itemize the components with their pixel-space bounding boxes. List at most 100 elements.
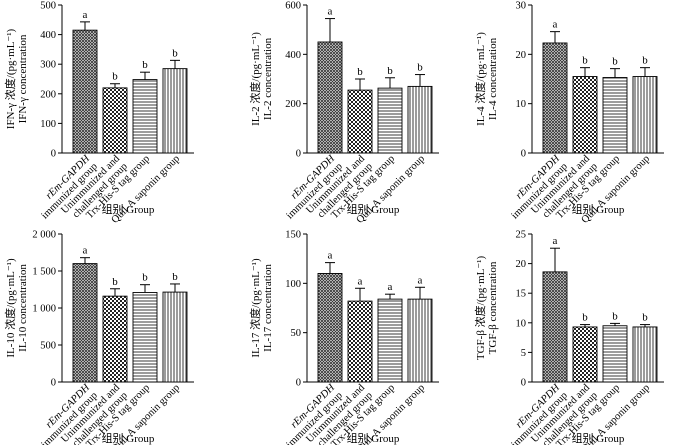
y-tick-label: 300 [40, 60, 56, 71]
bar [572, 326, 598, 383]
bar [632, 326, 658, 383]
bar [347, 89, 373, 154]
significance-letter: b [417, 62, 423, 74]
significance-letter: b [582, 55, 588, 67]
y-tick-label: 100 [285, 279, 301, 290]
y-axis-label-en: TGF-β concentration [487, 261, 499, 354]
y-tick-label: 0 [296, 378, 301, 389]
y-tick-label: 0 [296, 149, 301, 160]
panel-ifn-gamma: 0 100 200 300 400 500 IFN-γ 浓度/(pg·mL⁻¹) IFN-γ … [3, 1, 194, 226]
y-tick-label: 200 [285, 99, 301, 110]
y-tick-label: 500 [40, 1, 56, 12]
bar [377, 87, 403, 154]
bar [72, 263, 98, 383]
y-tick-label: 0 [51, 149, 56, 160]
bar [317, 41, 343, 154]
y-axis-label-en: IL-2 concentration [262, 37, 274, 120]
bar [407, 298, 433, 383]
significance-letter: b [142, 272, 148, 284]
y-tick-label: 25 [516, 230, 527, 241]
significance-letter: a [83, 245, 88, 257]
y-axis-label: IL-10 浓度/(pg·mL⁻¹) [3, 258, 17, 358]
significance-letter: b [582, 312, 588, 324]
bar [162, 68, 188, 154]
y-axis-label: IFN-γ 浓度/(pg·mL⁻¹) [3, 28, 17, 129]
bar [72, 29, 98, 154]
bar [162, 291, 188, 383]
significance-letter: a [418, 274, 423, 286]
bar [602, 77, 628, 154]
panel-tgf-beta: 0 5 10 15 20 25 TGF-β 浓度/(pg·mL⁻¹) TGF-β concen… [473, 230, 664, 445]
significance-letter: b [172, 47, 178, 59]
y-tick-label: 0 [521, 149, 526, 160]
y-tick-label: 50 [291, 328, 302, 339]
significance-letter: b [172, 271, 178, 283]
y-axis-label-en: IL-17 concentration [262, 264, 274, 352]
y-tick-label: 0 [521, 378, 526, 389]
y-tick-label: 15 [516, 289, 527, 300]
y-tick-label: 400 [40, 30, 56, 41]
x-axis-label: 组别 Group [572, 202, 625, 216]
significance-letter: a [83, 9, 88, 21]
significance-letter: a [388, 281, 393, 293]
bar [572, 76, 598, 154]
y-tick-label: 1 000 [32, 304, 56, 315]
significance-letter: b [612, 56, 618, 68]
y-tick-label: 500 [40, 341, 56, 352]
y-axis-label: TGF-β 浓度/(pg·mL⁻¹) [473, 256, 487, 361]
x-axis-label: 组别 Group [572, 431, 625, 445]
bar [407, 85, 433, 154]
bar [542, 271, 568, 383]
bar [347, 300, 373, 383]
x-axis-label: 组别 Group [347, 431, 400, 445]
x-axis-label: 组别 Group [347, 202, 400, 216]
significance-letter: a [328, 250, 333, 262]
y-tick-label: 20 [516, 259, 527, 270]
significance-letter: b [112, 276, 118, 288]
bar [317, 273, 343, 383]
significance-letter: b [142, 59, 148, 71]
y-tick-label: 30 [516, 1, 527, 12]
y-tick-label: 150 [285, 230, 301, 241]
y-tick-label: 1 500 [32, 267, 56, 278]
bar [102, 87, 128, 154]
significance-letter: a [328, 6, 333, 18]
bar [542, 42, 568, 154]
y-axis-label: IL-2 浓度/(pg·mL⁻¹) [248, 32, 262, 126]
significance-letter: b [112, 71, 118, 83]
y-tick-label: 10 [516, 99, 527, 110]
panel-il-10: 0 500 1 000 1 500 2 000 IL-10 浓度/(pg·mL⁻¹) IL-… [3, 230, 194, 445]
significance-letter: a [358, 275, 363, 287]
y-tick-label: 400 [285, 50, 301, 61]
panel-il-17: 0 50 100 150 IL-17 浓度/(pg·mL⁻¹) IL-17 concent… [248, 230, 439, 445]
bar [102, 295, 128, 383]
y-tick-label: 10 [516, 318, 527, 329]
y-tick-label: 5 [521, 348, 526, 359]
y-axis-label-en: IL-10 concentration [17, 264, 29, 352]
bar [602, 325, 628, 383]
significance-letter: b [387, 65, 393, 77]
x-axis-label: 组别 Group [102, 202, 155, 216]
y-axis-label-en: IL-4 concentration [487, 37, 499, 120]
y-tick-label: 100 [40, 119, 56, 130]
significance-letter: a [553, 19, 558, 31]
bar [132, 79, 158, 154]
y-tick-label: 20 [516, 50, 527, 61]
x-axis-label: 组别 Group [102, 431, 155, 445]
panel-il-2: 0 200 400 600 IL-2 浓度/(pg·mL⁻¹) IL-2 concentr… [248, 1, 439, 226]
y-tick-label: 0 [51, 378, 56, 389]
bar [132, 292, 158, 383]
bar [377, 298, 403, 383]
significance-letter: b [612, 310, 618, 322]
significance-letter: b [357, 66, 363, 78]
significance-letter: a [553, 235, 558, 247]
y-tick-label: 200 [40, 89, 56, 100]
significance-letter: b [642, 312, 648, 324]
y-axis-label-en: IFN-γ concentration [17, 34, 29, 123]
y-axis-label: IL-17 浓度/(pg·mL⁻¹) [248, 258, 262, 358]
significance-letter: b [642, 55, 648, 67]
bar [632, 76, 658, 154]
panel-il-4: 0 10 20 30 IL-4 浓度/(pg·mL⁻¹) IL-4 concentrati… [473, 1, 664, 226]
y-tick-label: 2 000 [32, 230, 56, 241]
